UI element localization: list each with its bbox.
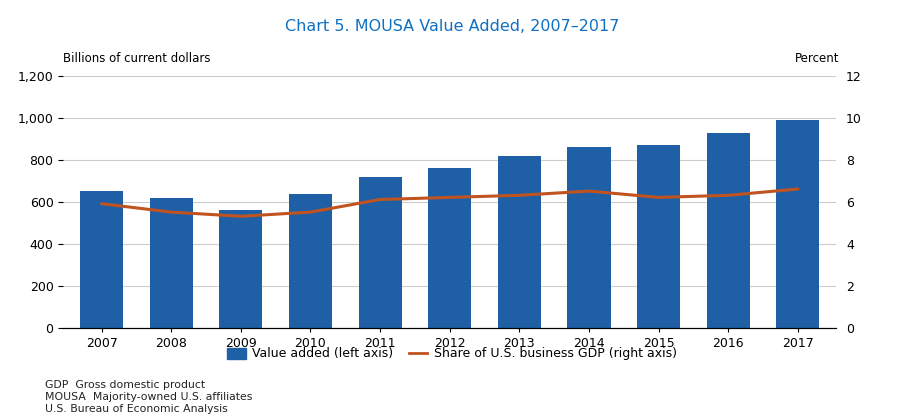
Bar xyxy=(706,133,749,328)
Bar xyxy=(428,168,470,328)
Bar xyxy=(79,191,123,328)
Bar xyxy=(567,147,610,328)
Text: U.S. Bureau of Economic Analysis: U.S. Bureau of Economic Analysis xyxy=(45,404,228,415)
Text: Billions of current dollars: Billions of current dollars xyxy=(63,52,210,65)
Bar xyxy=(776,120,819,328)
Bar xyxy=(498,156,540,328)
Bar xyxy=(637,145,679,328)
Bar xyxy=(150,198,192,328)
Legend: Value added (left axis), Share of U.S. business GDP (right axis): Value added (left axis), Share of U.S. b… xyxy=(222,342,681,365)
Bar xyxy=(219,210,262,328)
Text: Chart 5. MOUSA Value Added, 2007–2017: Chart 5. MOUSA Value Added, 2007–2017 xyxy=(284,19,619,34)
Text: MOUSA  Majority-owned U.S. affiliates: MOUSA Majority-owned U.S. affiliates xyxy=(45,392,252,402)
Bar xyxy=(358,177,401,328)
Bar xyxy=(289,194,331,328)
Text: Percent: Percent xyxy=(794,52,838,65)
Text: GDP  Gross domestic product: GDP Gross domestic product xyxy=(45,381,205,391)
